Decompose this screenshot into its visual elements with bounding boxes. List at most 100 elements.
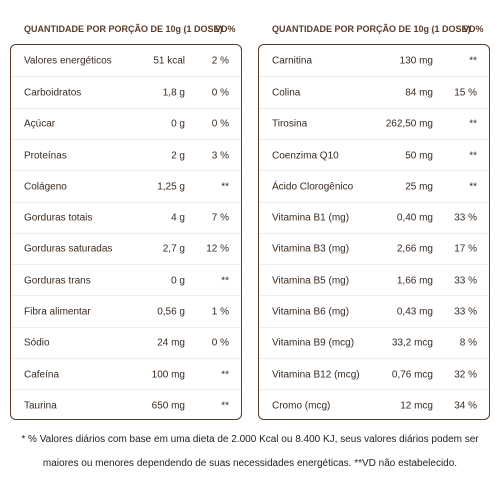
table-row: Tirosina 262,50 mg **	[259, 107, 489, 140]
daily-value: 33 %	[454, 306, 477, 318]
table-row: Colágeno 1,25 g **	[11, 170, 241, 202]
daily-value: 34 %	[454, 400, 477, 412]
amount: 650 mg	[151, 400, 185, 412]
daily-value: 33 %	[454, 212, 477, 224]
daily-value: **	[221, 400, 229, 412]
table-row: Carnitina 130 mg **	[259, 45, 489, 76]
nutrient-name: Vitamina B12 (mcg)	[272, 369, 360, 381]
nutrient-name: Gorduras saturadas	[24, 243, 113, 255]
table-row: Colina 84 mg 15 %	[259, 76, 489, 108]
table-row: Açúcar 0 g 0 %	[11, 107, 241, 140]
table-row: Gorduras saturadas 2,7 g 12 %	[11, 232, 241, 265]
amount: 0 g	[171, 118, 185, 130]
nutrient-name: Vitamina B1 (mg)	[272, 212, 350, 224]
table-row: Vitamina B9 (mcg) 33,2 mcg 8 %	[259, 326, 489, 359]
daily-value: 7 %	[211, 212, 229, 224]
amount: 0,40 mg	[396, 212, 433, 224]
daily-value: **	[221, 369, 229, 381]
amount: 262,50 mg	[385, 118, 433, 130]
table-row: Valores energéticos 51 kcal 2 %	[11, 45, 241, 76]
table-row: Taurina 650 mg **	[11, 389, 241, 421]
nutrient-name: Coenzima Q10	[272, 150, 339, 162]
nutrient-name: Proteínas	[24, 150, 67, 162]
daily-value: **	[469, 181, 477, 193]
nutrient-name: Cromo (mcg)	[272, 400, 331, 412]
amount: 4 g	[171, 212, 185, 224]
amount: 12 mcg	[400, 400, 433, 412]
amount: 100 mg	[151, 369, 185, 381]
daily-value: **	[469, 118, 477, 130]
nutrient-name: Colágeno	[24, 181, 67, 193]
nutrient-name: Carboidratos	[24, 87, 82, 99]
header-vd: VD%	[463, 24, 484, 34]
table-row: Vitamina B3 (mg) 2,66 mg 17 %	[259, 232, 489, 265]
daily-value: 2 %	[211, 55, 229, 67]
table-row: Vitamina B6 (mg) 0,43 mg 33 %	[259, 295, 489, 327]
amount: 1,8 g	[162, 87, 185, 99]
nutrient-name: Gorduras trans	[24, 275, 91, 287]
table-row: Sódio 24 mg 0 %	[11, 326, 241, 359]
table-box: Carnitina 130 mg ** Colina 84 mg 15 % Tirosina…	[258, 44, 490, 420]
daily-value: 8 %	[459, 337, 477, 349]
daily-value: **	[221, 181, 229, 193]
amount: 2,66 mg	[396, 243, 433, 255]
daily-value: **	[469, 150, 477, 162]
daily-value: **	[221, 275, 229, 287]
daily-value: 1 %	[211, 306, 229, 318]
daily-value: 0 %	[211, 87, 229, 99]
amount: 1,25 g	[157, 181, 185, 193]
amount: 2,7 g	[162, 243, 185, 255]
table-row: Gorduras trans 0 g **	[11, 264, 241, 296]
nutrient-name: Carnitina	[272, 55, 313, 67]
amount: 0,76 mcg	[391, 369, 433, 381]
table-row: Fibra alimentar 0,56 g 1 %	[11, 295, 241, 327]
header-quantity: QUANTIDADE POR PORÇÃO DE 10g (1 DOSE)	[272, 24, 471, 34]
amount: 2 g	[171, 150, 185, 162]
header-quantity: QUANTIDADE POR PORÇÃO DE 10g (1 DOSE)	[24, 24, 223, 34]
amount: 25 mg	[405, 181, 433, 193]
nutrient-name: Sódio	[24, 337, 50, 349]
amount: 33,2 mcg	[391, 337, 433, 349]
nutrient-name: Cafeína	[24, 369, 60, 381]
table-row: Gorduras totais 4 g 7 %	[11, 201, 241, 234]
header-vd: VD%	[215, 24, 236, 34]
daily-value: 32 %	[454, 369, 477, 381]
daily-value: 0 %	[211, 337, 229, 349]
footnote: * % Valores diários com base em uma diet…	[21, 434, 479, 445]
nutrient-name: Ácido Clorogênico	[272, 181, 354, 193]
table-row: Proteínas 2 g 3 %	[11, 138, 241, 171]
nutrient-name: Gorduras totais	[24, 212, 93, 224]
table-row: Vitamina B5 (mg) 1,66 mg 33 %	[259, 264, 489, 296]
nutrient-name: Vitamina B9 (mcg)	[272, 337, 355, 349]
daily-value: 0 %	[211, 118, 229, 130]
nutrient-name: Colina	[272, 87, 301, 99]
table-row: Cromo (mcg) 12 mcg 34 %	[259, 389, 489, 421]
daily-value: 15 %	[454, 87, 477, 99]
table-row: Cafeína 100 mg **	[11, 358, 241, 390]
amount: 51 kcal	[153, 55, 185, 67]
amount: 0,56 g	[157, 306, 185, 318]
nutrient-name: Vitamina B5 (mg)	[272, 275, 350, 287]
amount: 50 mg	[405, 150, 433, 162]
nutrient-name: Tirosina	[272, 118, 308, 130]
table-box: Valores energéticos 51 kcal 2 % Carboidrato…	[10, 44, 242, 420]
daily-value: **	[469, 55, 477, 67]
nutrient-name: Vitamina B6 (mg)	[272, 306, 350, 318]
daily-value: 12 %	[206, 243, 229, 255]
daily-value: 33 %	[454, 275, 477, 287]
amount: 24 mg	[157, 337, 185, 349]
nutrient-name: Vitamina B3 (mg)	[272, 243, 350, 255]
amount: 1,66 mg	[396, 275, 433, 287]
daily-value: 17 %	[454, 243, 477, 255]
table-row: Coenzima Q10 50 mg **	[259, 138, 489, 171]
daily-value: 3 %	[211, 150, 229, 162]
amount: 0,43 mg	[396, 306, 433, 318]
table-row: Vitamina B1 (mg) 0,40 mg 33 %	[259, 201, 489, 234]
nutrient-name: Açúcar	[24, 118, 56, 130]
table-row: Vitamina B12 (mcg) 0,76 mcg 32 %	[259, 358, 489, 390]
nutrient-name: Taurina	[24, 400, 57, 412]
amount: 0 g	[171, 275, 185, 287]
amount: 130 mg	[399, 55, 433, 67]
footnote: maiores ou menores dependendo de suas ne…	[42, 458, 458, 469]
